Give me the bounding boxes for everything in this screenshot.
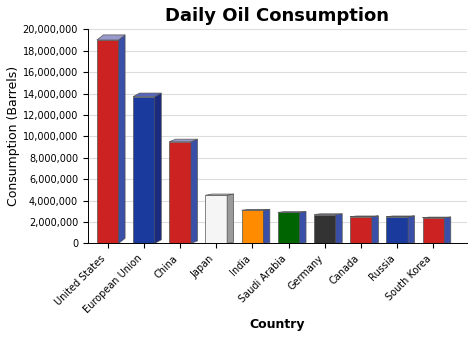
Polygon shape	[350, 217, 372, 243]
Polygon shape	[242, 210, 264, 243]
Polygon shape	[169, 139, 198, 142]
Polygon shape	[191, 139, 198, 243]
Polygon shape	[350, 216, 378, 217]
Polygon shape	[372, 216, 378, 243]
Polygon shape	[155, 93, 161, 243]
Polygon shape	[408, 216, 415, 243]
Y-axis label: Consumption (Barrels): Consumption (Barrels)	[7, 66, 20, 207]
Polygon shape	[314, 214, 342, 215]
Polygon shape	[169, 142, 191, 243]
Title: Daily Oil Consumption: Daily Oil Consumption	[165, 7, 390, 25]
Polygon shape	[278, 212, 300, 243]
Polygon shape	[205, 194, 234, 195]
Polygon shape	[422, 218, 444, 243]
Polygon shape	[133, 93, 161, 97]
Polygon shape	[264, 210, 270, 243]
Polygon shape	[97, 35, 125, 40]
Polygon shape	[118, 35, 125, 243]
Polygon shape	[386, 216, 415, 217]
Polygon shape	[133, 97, 155, 243]
Polygon shape	[205, 195, 227, 243]
Polygon shape	[227, 194, 234, 243]
Polygon shape	[422, 217, 451, 218]
Polygon shape	[444, 217, 451, 243]
Polygon shape	[386, 217, 408, 243]
Polygon shape	[314, 215, 336, 243]
Polygon shape	[300, 212, 306, 243]
X-axis label: Country: Country	[250, 318, 305, 331]
Polygon shape	[97, 40, 118, 243]
Polygon shape	[336, 214, 342, 243]
